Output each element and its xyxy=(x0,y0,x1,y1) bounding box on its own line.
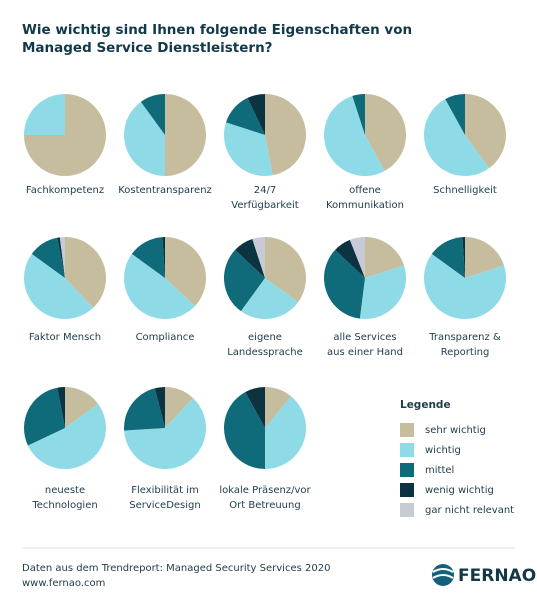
pie-slice xyxy=(349,237,365,278)
pie-slice xyxy=(365,237,404,278)
legend-label: mittel xyxy=(425,465,454,476)
pie-label: neueste xyxy=(45,485,85,496)
footer-line: Daten aus dem Trendreport: Managed Secur… xyxy=(22,563,330,574)
pie-label: eigene xyxy=(248,332,282,343)
pie-slice xyxy=(123,253,195,320)
pie-slice xyxy=(226,97,265,135)
pie-slice xyxy=(124,388,165,431)
pie-slice xyxy=(165,237,207,307)
pie-slice xyxy=(57,237,65,278)
pie-label: Ort Betreuung xyxy=(229,500,300,511)
pie-label: 24/7 xyxy=(254,185,276,196)
pie-label: offene xyxy=(349,185,381,196)
pie-slice xyxy=(223,392,265,469)
pie-slice xyxy=(235,239,265,278)
pie-slice xyxy=(365,94,406,171)
legend-label: gar nicht relevant xyxy=(425,505,514,516)
pie-slice xyxy=(359,265,406,319)
pie-slice xyxy=(131,237,165,278)
pie-slice xyxy=(324,96,385,176)
pie-slice xyxy=(27,403,107,470)
footer-line: www.fernao.com xyxy=(22,578,105,589)
title-line: Managed Service Dienstleistern? xyxy=(22,40,273,56)
pie-slice xyxy=(265,94,306,176)
legend-swatch xyxy=(400,503,414,517)
pie-label: Verfügbarkeit xyxy=(231,200,298,211)
pie-slice xyxy=(57,387,65,428)
pie-label: Faktor Mensch xyxy=(29,332,101,343)
pie-slice xyxy=(252,237,265,278)
pie-slice xyxy=(224,122,273,176)
pie-label: Technologien xyxy=(31,500,97,511)
legend-swatch xyxy=(400,483,414,497)
pie-slice xyxy=(124,398,206,469)
pie-slice xyxy=(245,387,265,428)
pie-slice xyxy=(240,278,299,319)
pie-slice xyxy=(140,94,165,135)
pie-slice xyxy=(265,396,306,469)
pie-slice xyxy=(24,94,65,135)
pie-label: Flexibilität im xyxy=(131,485,199,496)
title-line: Wie wichtig sind Ihnen folgende Eigensch… xyxy=(22,22,412,38)
pie-label: aus einer Hand xyxy=(327,347,403,358)
pie-slice xyxy=(352,94,365,135)
pie-slice xyxy=(462,237,465,278)
pie-slice xyxy=(465,94,506,169)
pie-slice xyxy=(247,94,265,135)
pie-slice xyxy=(23,387,66,446)
pie-label: ServiceDesign xyxy=(129,500,200,511)
pie-slice xyxy=(59,237,65,278)
pie-slice xyxy=(31,237,65,278)
pie-slice xyxy=(465,237,504,278)
pie-slice xyxy=(65,237,107,308)
legend-label: wichtig xyxy=(425,445,461,456)
legend-swatch xyxy=(400,443,414,457)
pie-label: lokale Präsenz/vor xyxy=(219,485,311,496)
legend-label: sehr wichtig xyxy=(425,425,486,436)
legend-title: Legende xyxy=(400,399,451,411)
pie-slice xyxy=(165,387,194,428)
pie-slice xyxy=(335,239,365,278)
pie-label: Kommunikation xyxy=(326,200,404,211)
legend-swatch xyxy=(400,423,414,437)
pie-slice xyxy=(423,99,490,177)
pie-slice xyxy=(124,101,165,176)
pie-slice xyxy=(162,237,165,278)
legend-swatch xyxy=(400,463,414,477)
pie-label: Transparenz & xyxy=(428,332,501,343)
pie-slice xyxy=(224,249,265,312)
pie-slice xyxy=(23,253,94,320)
logo-text: FERNAO xyxy=(458,566,536,586)
pie-label: Reporting xyxy=(441,347,490,358)
pie-label: Landessprache xyxy=(227,347,303,358)
pie-label: Compliance xyxy=(136,332,195,343)
pie-slice xyxy=(424,253,506,319)
pie-slice xyxy=(324,249,365,319)
pie-slice xyxy=(165,94,206,176)
pie-slice xyxy=(65,387,99,428)
pie-slice xyxy=(445,94,465,135)
pie-slice xyxy=(154,387,165,428)
pie-label: Schnelligkeit xyxy=(433,185,497,196)
pie-label: alle Services xyxy=(333,332,396,343)
pie-slice xyxy=(265,387,292,428)
pie-slice xyxy=(431,237,465,278)
pie-slice xyxy=(265,237,306,303)
pie-label: Kostentransparenz xyxy=(118,185,212,196)
logo-icon xyxy=(432,564,454,586)
pie-label: Fachkompetenz xyxy=(26,185,104,196)
legend-label: wenig wichtig xyxy=(425,485,494,496)
